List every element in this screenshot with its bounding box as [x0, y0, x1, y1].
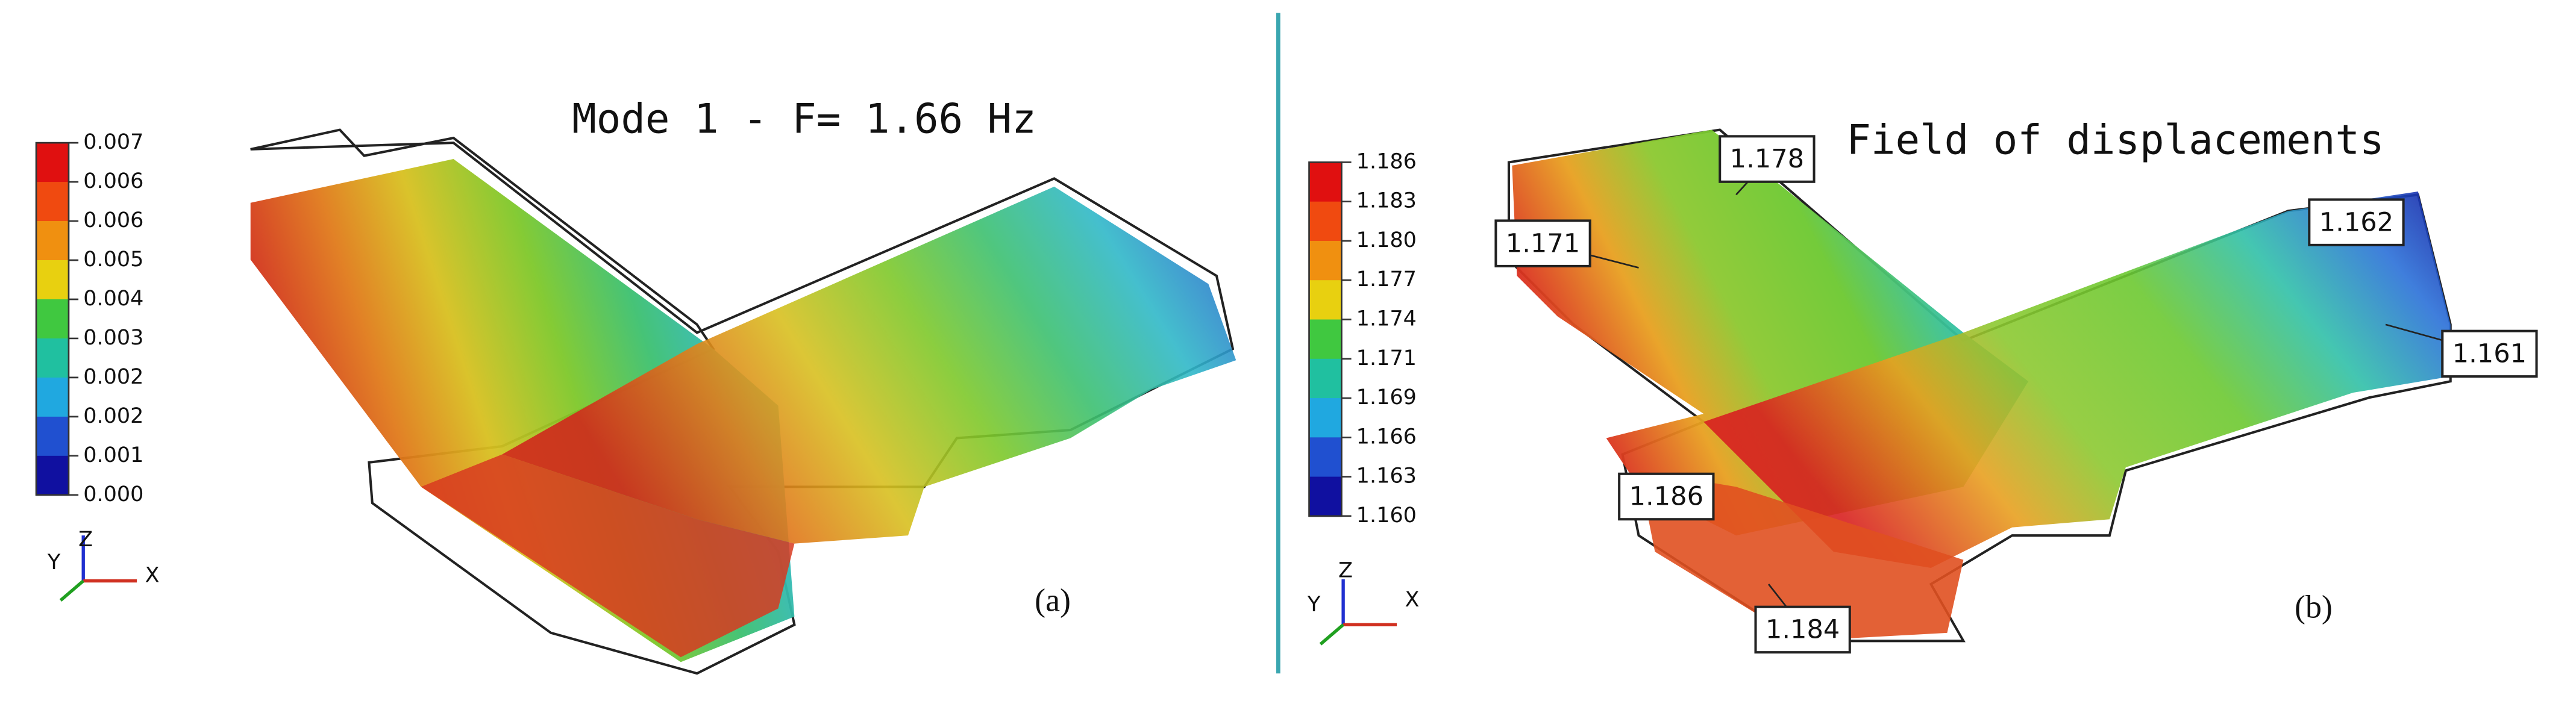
legend-label: 1.180 [1356, 228, 1417, 252]
color-swatch [36, 377, 69, 418]
legend-label: 0.004 [83, 286, 143, 311]
legend-label: 0.003 [83, 325, 143, 350]
colorbar-frame [1308, 161, 1343, 517]
color-swatch [1309, 201, 1342, 242]
colorbar-frame [35, 142, 70, 496]
color-swatch [1309, 280, 1342, 320]
callout-box [2308, 198, 2405, 246]
legend-label: 1.163 [1356, 464, 1417, 488]
axis-label: Y [47, 550, 61, 575]
axis-label: X [145, 563, 160, 588]
axis-triad: Y Z X [47, 527, 160, 602]
legend-label: 1.160 [1356, 503, 1417, 528]
callout-label: 1.162 [2319, 207, 2393, 237]
color-swatch [36, 143, 69, 183]
legend-label: 1.174 [1356, 307, 1417, 331]
legend-label: 0.006 [83, 208, 143, 232]
callout-label: 1.171 [1506, 228, 1580, 258]
legend-label: 0.001 [83, 443, 143, 467]
caption: (a) [1035, 582, 1071, 618]
legend-label: 0.007 [83, 129, 143, 154]
color-swatch [1309, 319, 1342, 360]
legend-label: 1.177 [1356, 267, 1417, 291]
callout-label: 1.186 [1629, 482, 1703, 512]
axis-label: Z [1338, 558, 1353, 582]
callout-box [2441, 329, 2538, 378]
color-swatch [1309, 437, 1342, 478]
legend-label: 0.005 [83, 247, 143, 272]
axis-label: Y [1307, 592, 1321, 617]
color-swatch [36, 221, 69, 261]
legend-label: 0.006 [83, 169, 143, 193]
legend-label: 1.166 [1356, 424, 1417, 449]
color-swatch [1309, 358, 1342, 399]
legend-label: 1.186 [1356, 149, 1417, 173]
axis-label: X [1405, 587, 1419, 612]
caption: (b) [2295, 588, 2333, 625]
color-swatch [1309, 398, 1342, 438]
panel-title: Field of displacements [1846, 116, 2384, 164]
legend-label: 0.002 [83, 364, 143, 389]
color-swatch [1309, 240, 1342, 281]
color-swatch [36, 260, 69, 301]
callout-box [1494, 219, 1591, 267]
axis-label: Z [78, 527, 93, 552]
colorbar: 1.186 1.183 1.180 1.177 1.174 1.171 1.169 1.166… [1308, 149, 1417, 528]
legend-label: 0.002 [83, 403, 143, 428]
legend-label: 1.183 [1356, 188, 1417, 213]
legend-label: 0.000 [83, 482, 143, 506]
colorbar: 0.007 0.006 0.006 0.005 0.004 0.003 0.002 0.002… [35, 129, 143, 506]
model-a [250, 128, 1236, 675]
model-b [1507, 128, 2452, 643]
callout-box [1618, 472, 1715, 521]
legend-label: 1.169 [1356, 385, 1417, 410]
color-swatch [1309, 476, 1342, 517]
color-swatch [1309, 162, 1342, 203]
legend-label: 1.171 [1356, 346, 1417, 370]
axis-triad: Y Z X [1307, 558, 1419, 646]
callout-label: 1.161 [2452, 339, 2527, 369]
callout-label: 1.184 [1766, 615, 1840, 645]
callout-box [1719, 135, 1816, 183]
callout-box [1754, 605, 1851, 654]
color-swatch [36, 299, 69, 340]
color-swatch [36, 338, 69, 379]
panel-title: Mode 1 - F= 1.66 Hz [572, 95, 1036, 143]
callouts: 1.178 1.171 1.162 1.161 1.186 1.184 [1494, 135, 2538, 654]
color-swatch [36, 182, 69, 222]
callout-label: 1.178 [1730, 144, 1804, 174]
color-swatch [36, 455, 69, 496]
color-swatch [36, 416, 69, 457]
